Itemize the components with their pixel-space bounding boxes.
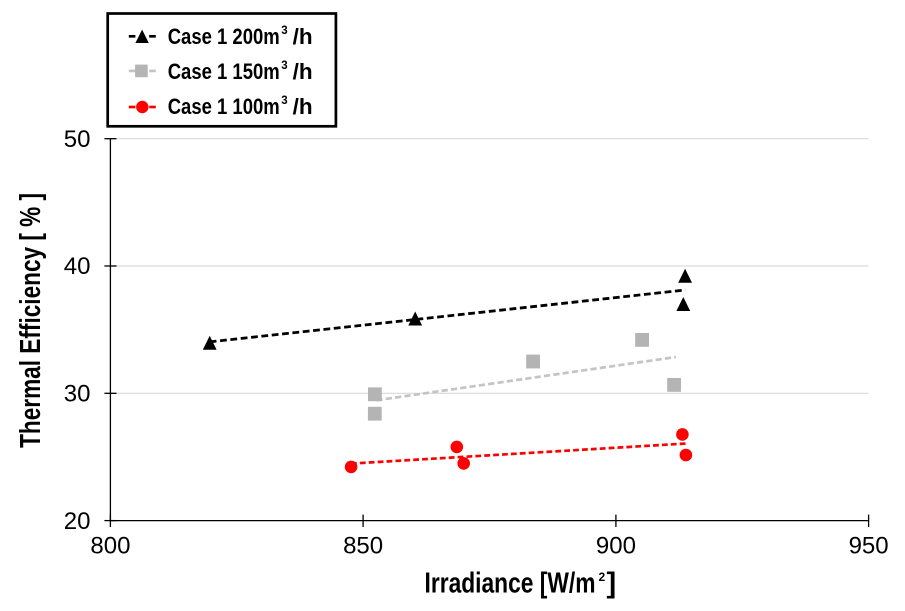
svg-text:950: 950: [849, 533, 889, 560]
svg-text:40: 40: [64, 253, 91, 280]
svg-text:850: 850: [343, 533, 383, 560]
svg-text:Irradiance [W/m: Irradiance [W/m: [425, 567, 596, 599]
svg-text:/h: /h: [293, 94, 313, 119]
svg-text:/h: /h: [293, 24, 313, 49]
svg-text:3: 3: [281, 25, 287, 37]
svg-text:/h: /h: [293, 59, 313, 84]
svg-text:800: 800: [90, 533, 130, 560]
svg-text:900: 900: [596, 533, 636, 560]
svg-text:]: ]: [607, 567, 617, 599]
svg-text:20: 20: [64, 508, 91, 535]
svg-text:Case 1 150m: Case 1 150m: [168, 59, 280, 84]
svg-text:50: 50: [64, 126, 91, 153]
svg-text:3: 3: [281, 95, 287, 107]
svg-text:Case 1 100m: Case 1 100m: [168, 94, 280, 119]
svg-text:Thermal Efficiency [ % ]: Thermal Efficiency [ % ]: [15, 193, 47, 448]
svg-text:30: 30: [64, 381, 91, 408]
svg-text:2: 2: [599, 570, 606, 584]
svg-text:Case 1 200m: Case 1 200m: [168, 24, 280, 49]
svg-text:3: 3: [281, 60, 287, 72]
